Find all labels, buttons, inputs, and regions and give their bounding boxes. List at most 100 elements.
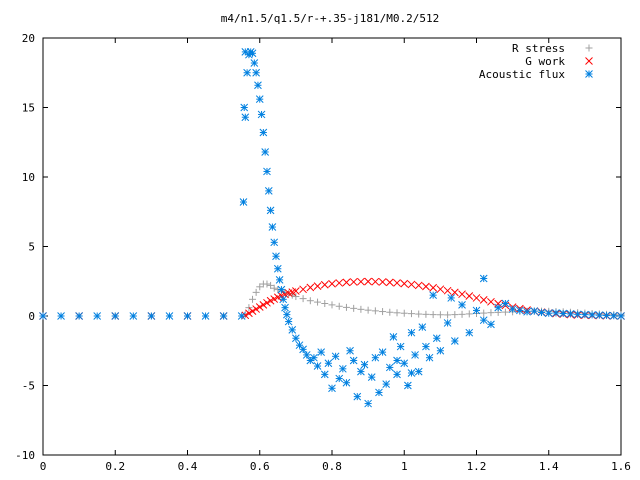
data-point [375, 388, 383, 397]
x-tick-label: 1.4 [539, 460, 559, 473]
data-point [552, 309, 560, 317]
series-2 [39, 48, 625, 408]
data-point [321, 299, 329, 307]
data-point [261, 148, 270, 156]
y-tick-label: -5 [22, 380, 35, 393]
data-point [595, 311, 604, 320]
data-point [292, 293, 300, 301]
data-point [487, 309, 495, 317]
data-point [458, 310, 466, 318]
data-point [342, 278, 351, 287]
data-point [422, 342, 430, 351]
data-point [353, 392, 362, 401]
data-point [282, 310, 291, 319]
data-point [386, 308, 394, 316]
y-tick-label: 15 [22, 102, 35, 115]
data-point [249, 295, 257, 303]
data-point [288, 326, 297, 334]
data-point [243, 68, 251, 77]
data-point [465, 292, 474, 300]
data-point [414, 367, 423, 376]
x-tick-label: 0 [40, 460, 47, 473]
data-point [400, 359, 409, 368]
data-point [270, 295, 279, 303]
data-point [487, 320, 495, 329]
data-point [268, 223, 277, 231]
data-point [451, 311, 459, 319]
data-point [508, 305, 517, 313]
x-axis: 0 0.2 0.4 0.6 0.8 1 1.2 1.4 1.6 [40, 38, 631, 473]
data-point [487, 297, 495, 306]
x-tick-label: 0.8 [322, 460, 342, 473]
data-point [256, 283, 264, 291]
data-point [429, 291, 438, 300]
data-point [349, 356, 358, 365]
data-point [501, 308, 509, 316]
data-point [544, 309, 553, 318]
data-point [407, 328, 416, 337]
data-point [263, 280, 271, 288]
data-point [273, 264, 282, 273]
data-point [385, 363, 394, 372]
data-point [270, 284, 278, 292]
data-point [219, 312, 228, 320]
data-point [573, 310, 582, 319]
data-point [292, 334, 300, 343]
data-point [450, 288, 459, 297]
data-point [400, 309, 408, 317]
data-point [501, 299, 510, 308]
legend-marker [585, 44, 593, 52]
data-point [350, 304, 358, 312]
data-point [443, 319, 452, 327]
data-point [252, 305, 260, 313]
data-point [371, 277, 380, 286]
data-point [275, 276, 284, 284]
data-point [515, 306, 524, 315]
data-point [444, 311, 452, 319]
data-point [357, 305, 365, 313]
data-point [418, 323, 427, 331]
data-point [472, 294, 481, 302]
data-point [404, 381, 412, 390]
data-point [39, 312, 47, 320]
data-point [306, 283, 315, 292]
data-point [432, 334, 441, 343]
data-point [581, 310, 589, 319]
chart-title: m4/n1.5/q1.5/r-+.35-j181/M0.2/512 [221, 12, 440, 25]
data-point [357, 277, 365, 286]
data-point [465, 328, 474, 337]
legend-label: G work [525, 55, 565, 68]
x-tick-label: 1.6 [611, 460, 631, 473]
data-point [367, 373, 376, 382]
data-point [250, 59, 259, 67]
data-point [479, 316, 488, 325]
data-point [335, 279, 344, 287]
plot-frame [42, 37, 622, 456]
data-point [342, 378, 351, 387]
legend-marker [585, 57, 593, 65]
data-point [342, 303, 350, 311]
data-point [479, 296, 488, 304]
legend-label: Acoustic flux [479, 68, 565, 81]
data-point [335, 302, 343, 310]
y-tick-label: 10 [22, 171, 35, 184]
data-point [494, 303, 503, 312]
data-point [263, 167, 271, 176]
data-point [379, 308, 387, 316]
data-point [480, 309, 488, 317]
data-point [393, 309, 401, 317]
data-point [165, 312, 174, 320]
data-point [407, 310, 415, 318]
data-point [328, 279, 336, 288]
data-point [602, 311, 611, 320]
data-point [378, 278, 387, 286]
data-point [75, 312, 83, 320]
data-point [111, 312, 120, 320]
data-point [400, 279, 409, 288]
y-tick-label: 5 [28, 241, 35, 254]
data-point [314, 298, 322, 306]
data-point [385, 278, 394, 287]
x-tick-label: 1.2 [467, 460, 487, 473]
